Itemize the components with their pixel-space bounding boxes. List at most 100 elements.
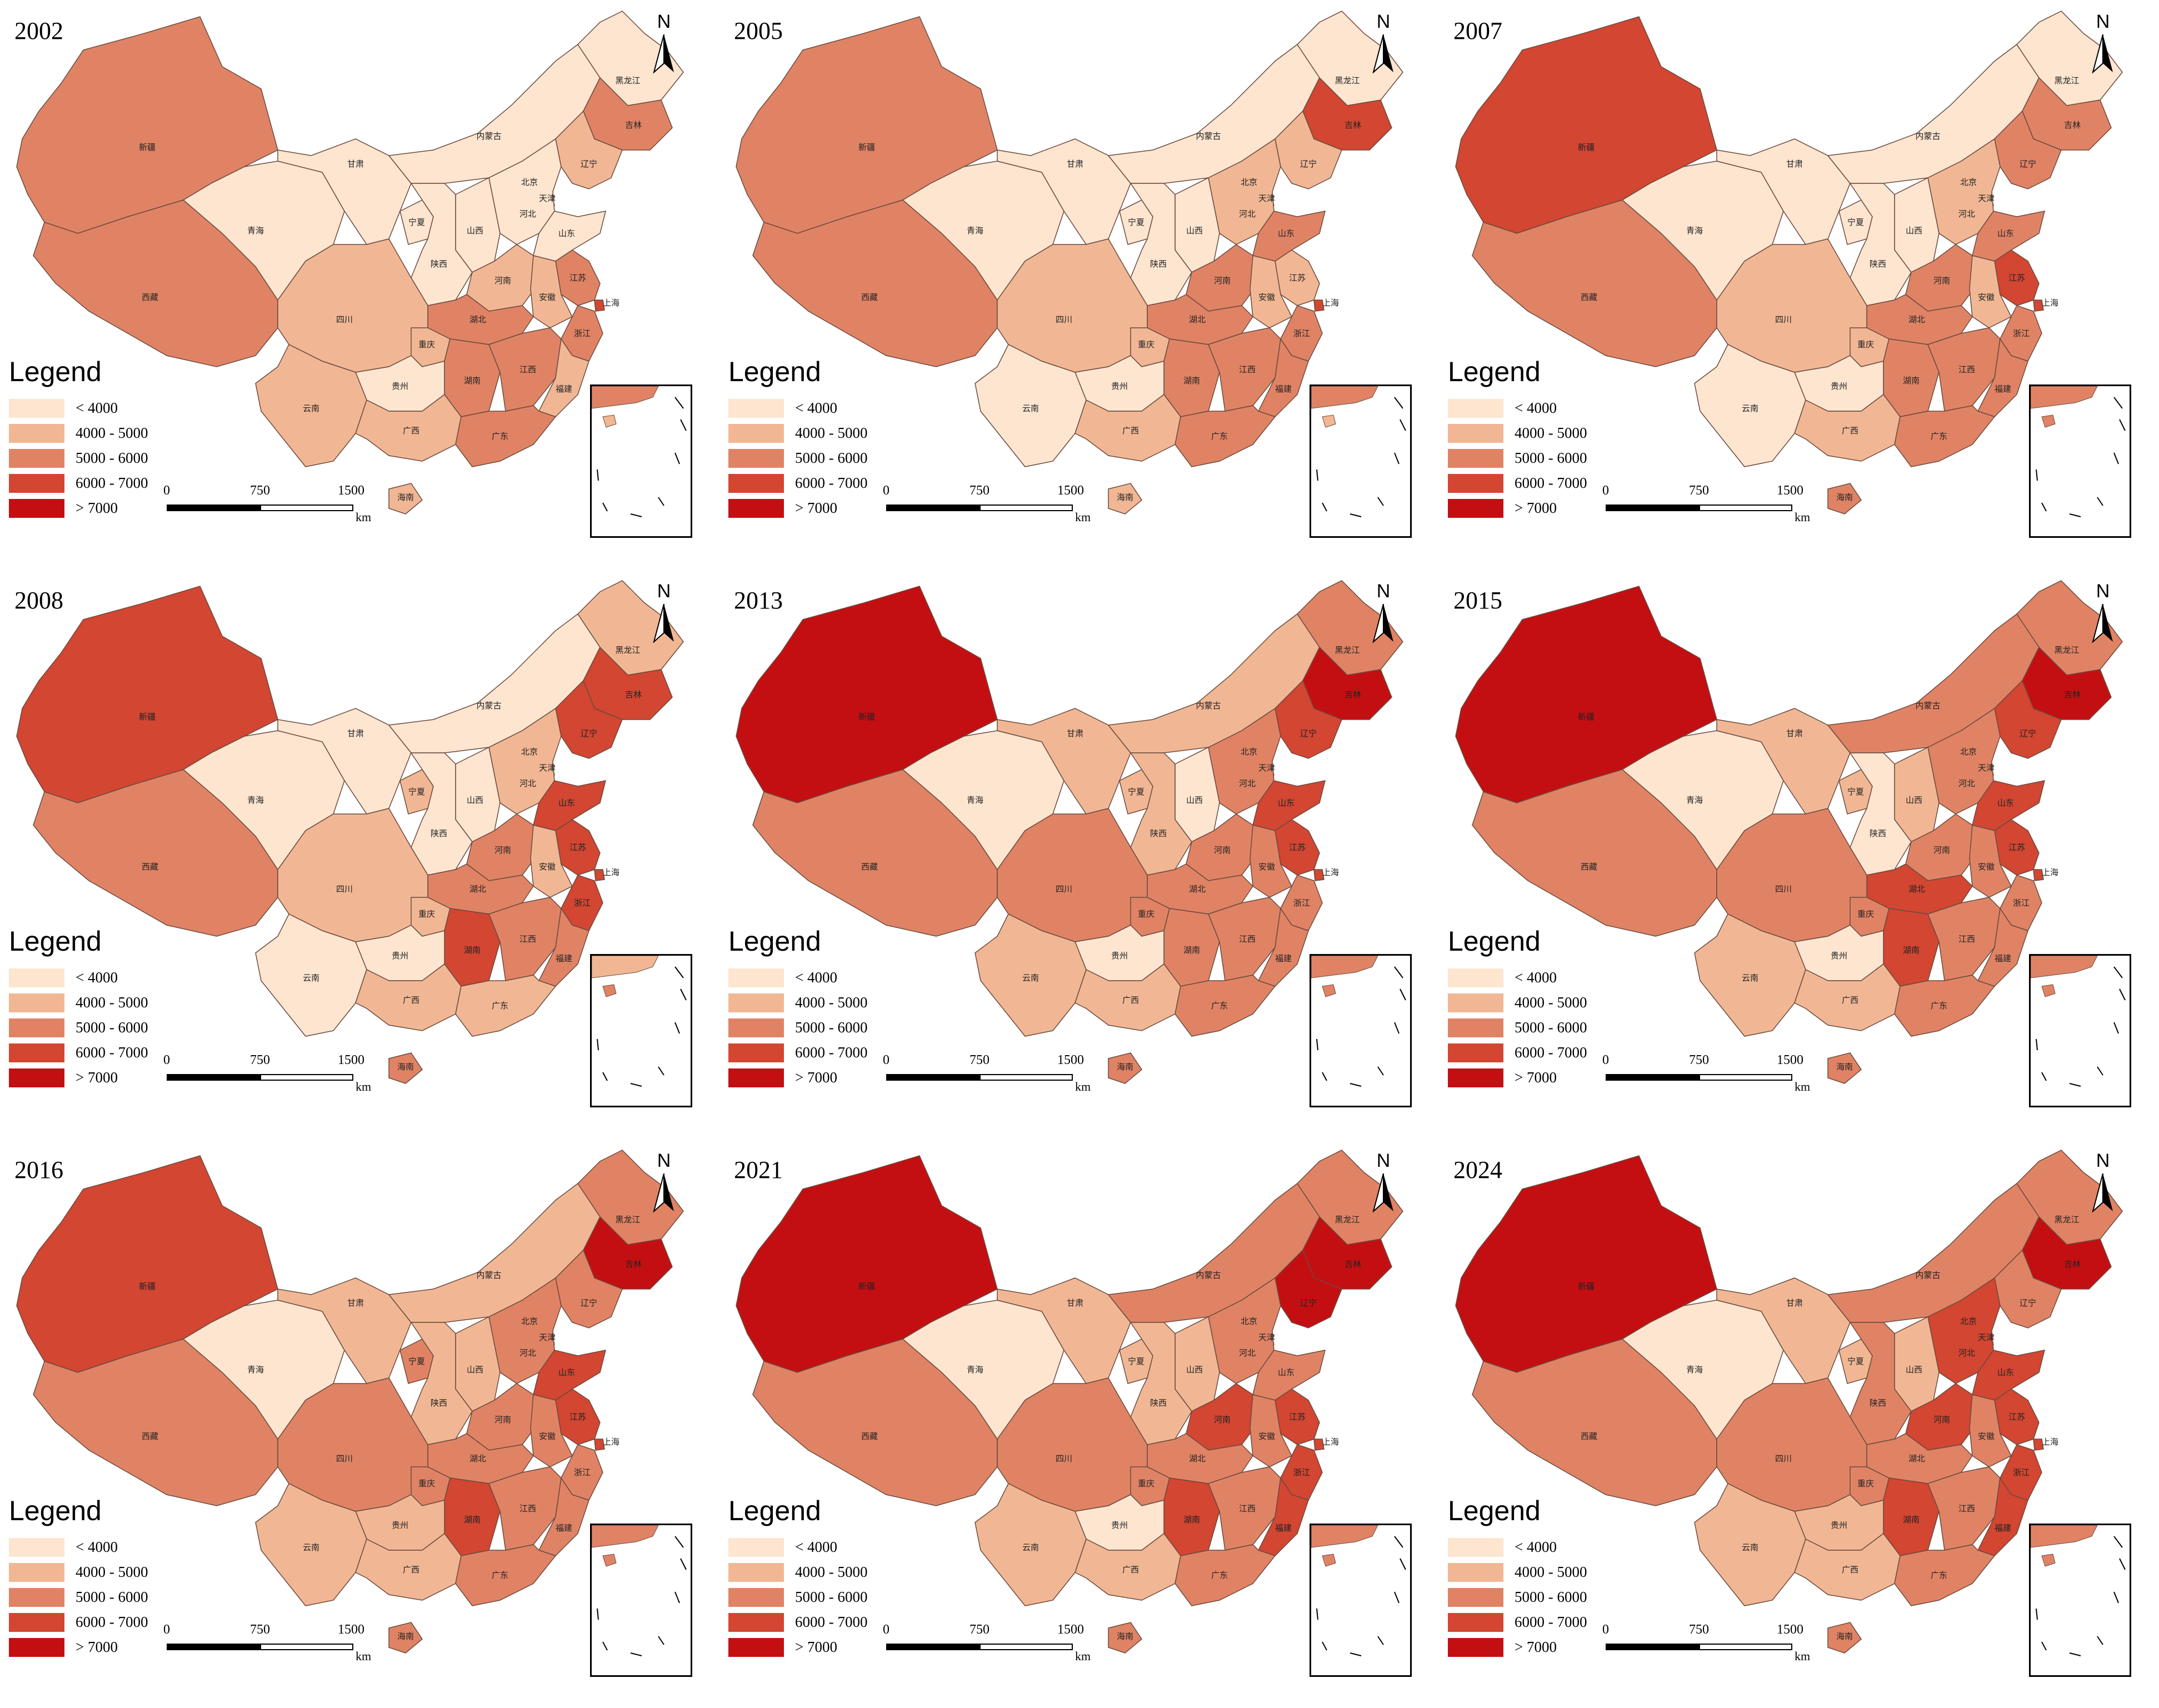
province-label: 西藏 (142, 1431, 158, 1441)
north-arrow-icon (653, 1173, 674, 1212)
province-label: 浙江 (574, 898, 591, 908)
scale-bar: 0 750 1500 km (1600, 483, 1822, 524)
province-label: 安徽 (1258, 292, 1275, 302)
legend-item: < 4000 (728, 1535, 868, 1560)
province-label: 内蒙古 (1196, 701, 1221, 711)
province-西藏 (1472, 199, 1717, 367)
province-label: 云南 (1022, 973, 1039, 983)
province-西藏 (33, 1339, 278, 1506)
province-label: 山西 (1186, 795, 1203, 805)
province-label: 河南 (494, 845, 511, 855)
province-label: 广东 (492, 1001, 508, 1011)
legend-label: 5000 - 6000 (1515, 1019, 1587, 1036)
scale-tick: 750 (969, 483, 989, 498)
province-label: 河南 (1214, 276, 1231, 286)
legend-item: 4000 - 5000 (728, 1560, 868, 1585)
legend-title: Legend (1448, 1495, 1541, 1526)
province-label: 湖南 (1903, 945, 1920, 955)
province-label: 广东 (492, 1570, 508, 1580)
legend-swatch (1448, 1637, 1503, 1657)
province-label: 四川 (336, 314, 353, 324)
province-西藏 (33, 769, 278, 937)
legend-swatch (728, 423, 784, 443)
province-云南 (255, 1482, 367, 1606)
legend-swatch (9, 1637, 64, 1657)
province-label: 吉林 (625, 690, 642, 700)
legend-label: 6000 - 7000 (795, 1614, 868, 1630)
province-label: 上海 (2042, 1437, 2058, 1447)
province-label: 江苏 (569, 842, 586, 852)
map-panel-2002: 新疆 西藏 青海 甘肃 内蒙古 黑龙江 吉林 辽宁 北京 天津 河北 山西 宁夏 陕西 山东 河南 江苏 安徽 湖北… (0, 0, 719, 569)
province-label: 内蒙古 (1915, 701, 1940, 711)
province-label: 湖南 (1903, 1515, 1920, 1525)
legend-item: > 7000 (9, 1065, 148, 1090)
map-panel-2021: 新疆 西藏 青海 甘肃 内蒙古 黑龙江 吉林 辽宁 北京 天津 河北 山西 宁夏 陕西 山东 河南 江苏 安徽 湖北… (719, 1139, 1439, 1708)
legend-swatch (728, 1068, 784, 1087)
province-label: 山西 (1906, 226, 1922, 236)
province-西藏 (1472, 769, 1717, 937)
province-label: 云南 (303, 973, 319, 983)
legend-swatch (9, 1562, 64, 1582)
province-西藏 (752, 1339, 998, 1506)
north-arrow-icon (2092, 34, 2113, 73)
legend-item: 4000 - 5000 (9, 1560, 148, 1585)
province-label: 甘肃 (1786, 159, 1803, 169)
province-label: 新疆 (858, 712, 875, 722)
scale-tick: 1500 (1057, 483, 1084, 498)
province-label: 新疆 (858, 1281, 875, 1291)
map-panel-2007: 新疆 西藏 青海 甘肃 内蒙古 黑龙江 吉林 辽宁 北京 天津 河北 山西 宁夏 陕西 山东 河南 江苏 安徽 湖北… (1439, 0, 2158, 569)
province-label: 贵州 (1111, 951, 1128, 961)
province-label: 江西 (519, 1504, 536, 1514)
north-arrow: N (642, 1150, 686, 1217)
province-label: 辽宁 (581, 1298, 597, 1308)
province-青海 (1621, 1300, 1784, 1440)
province-label: 山西 (467, 1365, 483, 1375)
province-label: 陕西 (1150, 828, 1167, 838)
legend-swatch (9, 448, 64, 468)
province-label: 广西 (1122, 1565, 1139, 1575)
province-label: 北京 (1241, 1316, 1257, 1326)
north-letter: N (2096, 581, 2110, 602)
province-label: 浙江 (574, 328, 591, 338)
province-label: 福建 (556, 1523, 572, 1533)
province-label: 上海 (2042, 298, 2058, 308)
legend: Legend < 4000 4000 - 5000 5000 - 6000 6000 -… (1448, 925, 1587, 1090)
scale-tick: 750 (1689, 483, 1709, 498)
legend-item: 5000 - 6000 (1448, 1015, 1587, 1040)
province-label: 安徽 (1978, 862, 1995, 872)
panel-year: 2002 (14, 17, 63, 44)
legend-swatch (1448, 1537, 1503, 1557)
province-label: 黑龙江 (1335, 76, 1360, 86)
legend-item: > 7000 (728, 1635, 868, 1660)
north-arrow-icon (653, 34, 674, 73)
province-label: 吉林 (625, 120, 642, 130)
legend-item: < 4000 (1448, 396, 1587, 421)
legend-item: > 7000 (728, 1065, 868, 1090)
legend-item: 6000 - 7000 (1448, 1040, 1587, 1065)
legend-item: < 4000 (728, 396, 868, 421)
legend-swatch (9, 1018, 64, 1037)
scale-tick: 0 (1602, 1053, 1609, 1067)
scale-unit: km (356, 1080, 372, 1093)
province-label: 广西 (1842, 995, 1858, 1005)
province-label: 浙江 (2013, 328, 2030, 338)
province-label: 湖南 (464, 945, 481, 955)
legend-title: Legend (9, 356, 102, 387)
province-label: 新疆 (1578, 142, 1595, 152)
province-label: 上海 (603, 298, 619, 308)
province-label: 天津 (1258, 763, 1275, 773)
province-label: 湖北 (1189, 884, 1206, 894)
scale-segment (1606, 505, 1699, 511)
legend-swatch (1448, 498, 1503, 518)
scale-tick: 0 (163, 1053, 170, 1067)
province-label: 宁夏 (1847, 217, 1864, 227)
legend-swatch (1448, 1068, 1503, 1087)
legend-title: Legend (9, 1495, 102, 1526)
legend-label: < 4000 (1515, 399, 1557, 416)
province-海南 (388, 1052, 423, 1084)
province-云南 (1694, 913, 1806, 1037)
scale-segment (1606, 1644, 1699, 1650)
